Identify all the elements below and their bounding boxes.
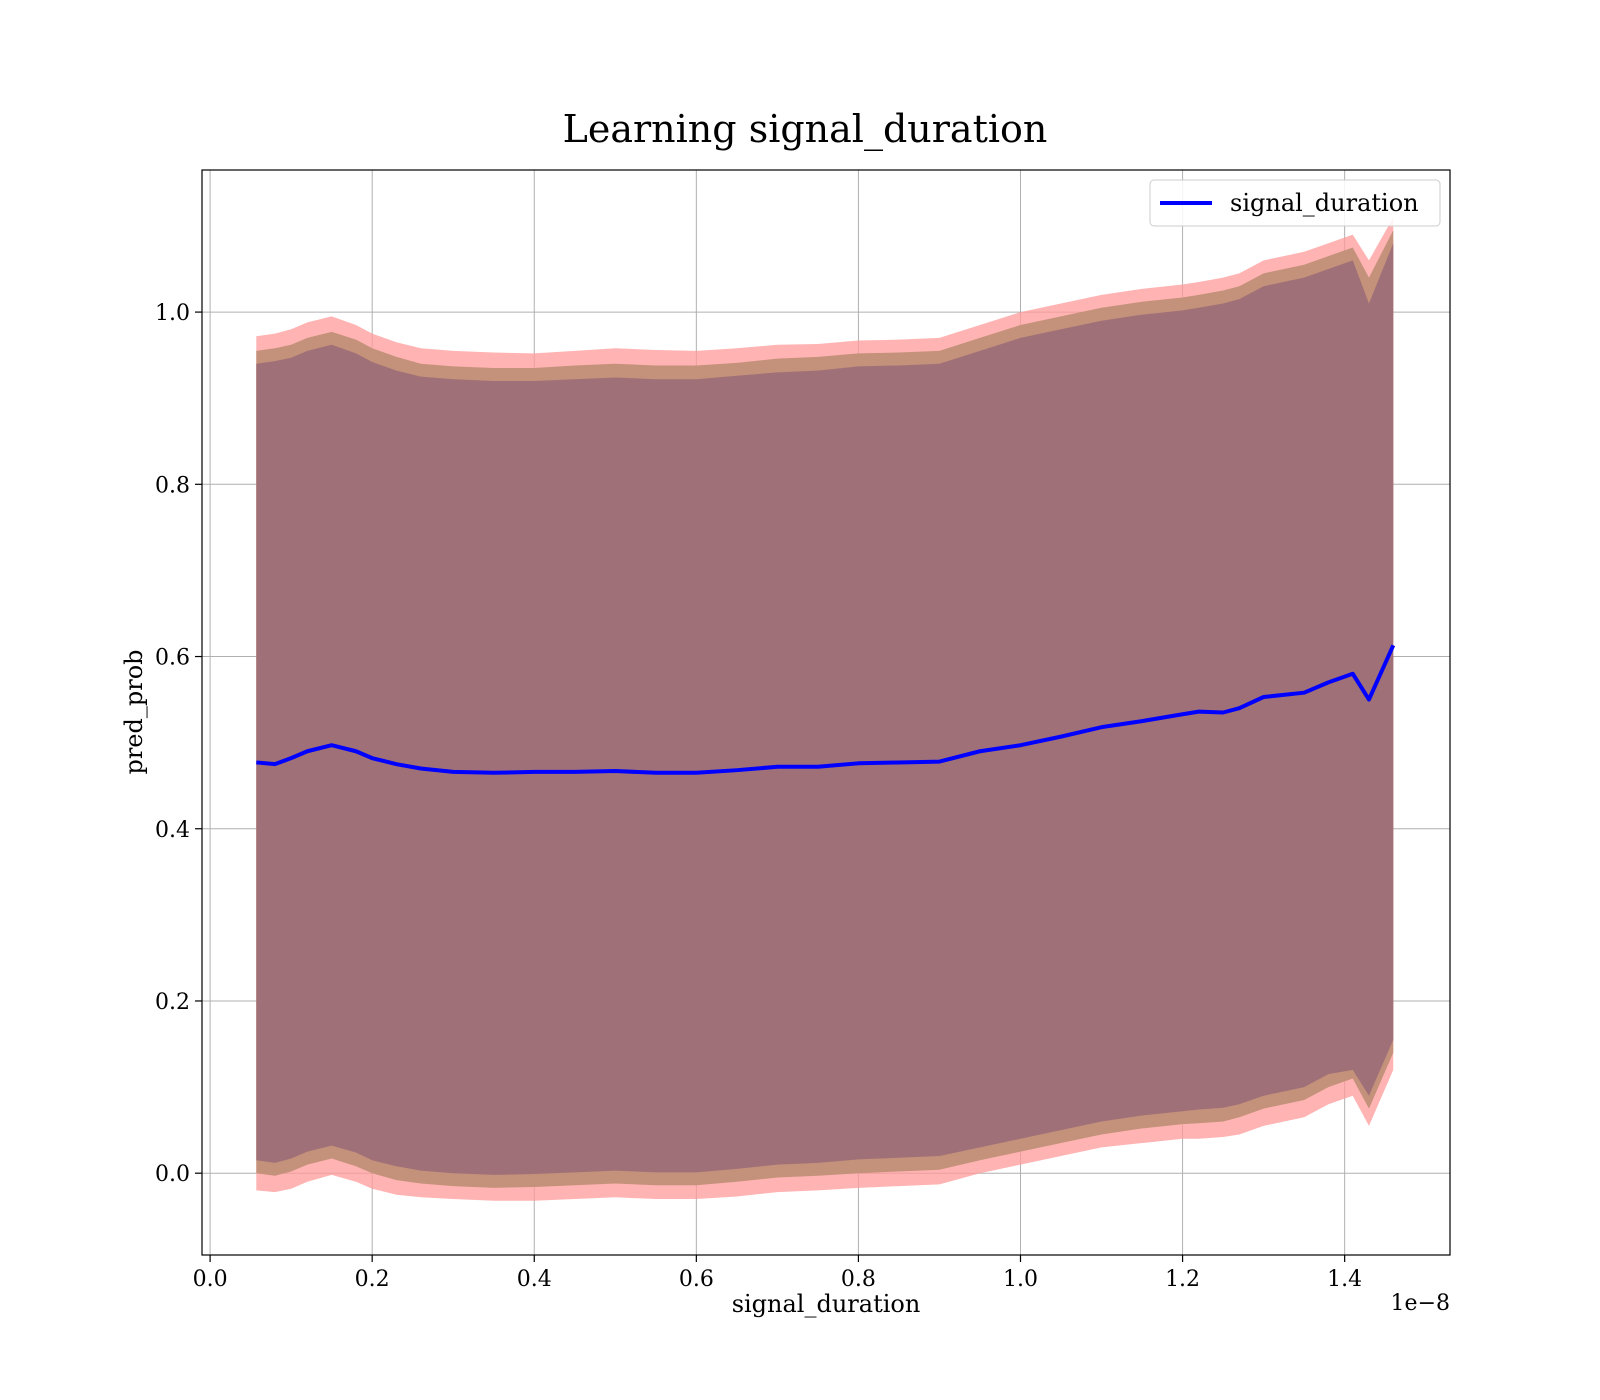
y-tick-label: 0.4	[155, 818, 190, 843]
y-tick-label: 1.0	[155, 301, 190, 326]
axis-ticks: 0.0 0.2 0.4 0.6 0.8 1.0 1.2 1.4 0.0 0.2 0.4 0.6 0.8 1…	[155, 301, 1362, 1292]
y-tick-label: 0.0	[155, 1162, 190, 1187]
x-tick-label: 1.0	[1003, 1267, 1038, 1292]
chart-title: Learning signal_duration	[563, 107, 1048, 152]
series-lines	[256, 644, 1396, 775]
y-axis-label: pred_prob	[120, 649, 148, 774]
x-tick-label: 1.4	[1327, 1267, 1362, 1292]
legend-box	[1149, 179, 1441, 227]
x-axis-label: signal_duration	[732, 1290, 921, 1318]
x-tick-label: 1.2	[1165, 1267, 1200, 1292]
series-line	[256, 644, 1396, 775]
legend: signal_duration	[1149, 179, 1441, 227]
y-tick-label: 0.6	[155, 646, 190, 671]
x-tick-label: 0.8	[841, 1267, 876, 1292]
x-tick-label: 0.0	[193, 1267, 228, 1292]
x-tick-label: 0.4	[517, 1267, 552, 1292]
band-inner	[256, 243, 1394, 1175]
plot-frame	[201, 169, 1451, 1256]
y-tick-label: 0.8	[155, 473, 190, 498]
x-offset-text: 1e−8	[1391, 1291, 1450, 1316]
x-tick-label: 0.2	[355, 1267, 390, 1292]
legend-label: signal_duration	[1230, 189, 1419, 217]
y-tick-label: 0.2	[155, 990, 190, 1015]
x-tick-label: 0.6	[679, 1267, 714, 1292]
confidence-bands	[256, 217, 1394, 1201]
